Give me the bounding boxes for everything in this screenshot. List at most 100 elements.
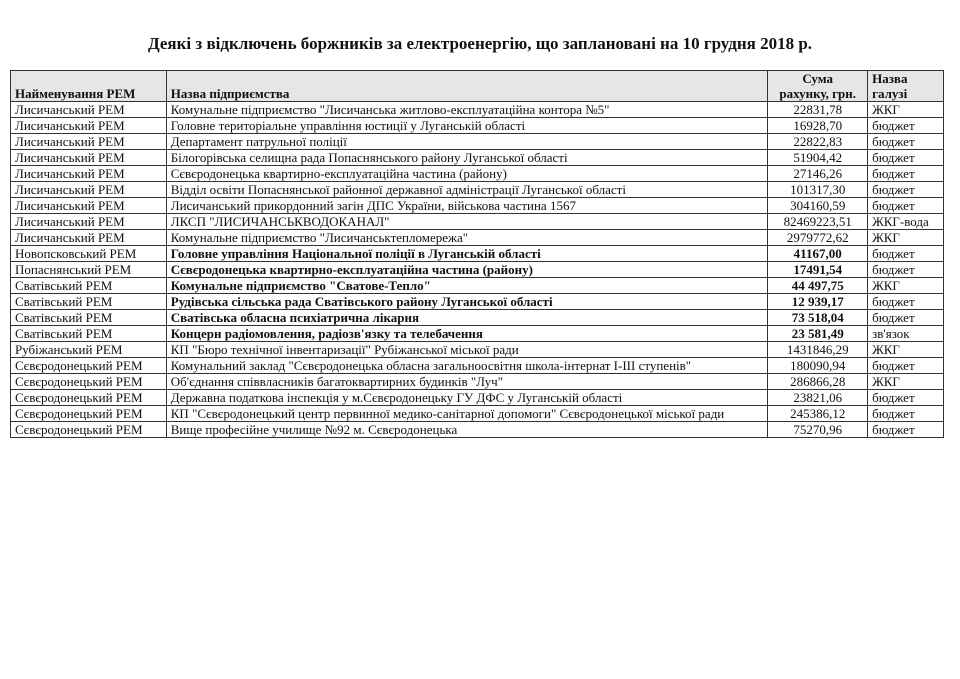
cell-rem: Лисичанський РЕМ [10,213,167,230]
cell-enterprise: Білогорівська селищна рада Попаснянськог… [165,149,769,166]
header-branch-line2: галузі [872,86,908,101]
cell-rem: Лисичанський РЕМ [10,133,167,150]
cell-rem: Лисичанський РЕМ [10,229,167,246]
table-row: Сєвєродонецький РЕМ Вище професійне учили… [10,421,944,438]
cell-enterprise: Комунальне підприємство "Лисичанська жит… [165,101,769,118]
cell-sum: 180090,94 [767,357,869,374]
table-row: Рубіжанський РЕМ КП "Бюро технічної інвен… [10,341,944,358]
cell-enterprise: Комунальне підприємство "Лисичанськтепло… [165,229,769,246]
cell-rem: Сватівський РЕМ [10,277,167,294]
cell-rem: Сватівський РЕМ [10,309,167,326]
cell-sum: 12 939,17 [767,293,869,310]
cell-enterprise: Вище професійне училище №92 м. Сєвєродон… [165,421,769,438]
cell-enterprise: Комунальний заклад "Сєвєродонецька облас… [165,357,769,374]
cell-sum: 23821,06 [767,389,869,406]
cell-sum: 304160,59 [767,197,869,214]
cell-enterprise: Комунальне підприємство "Сватове-Тепло" [165,277,769,294]
cell-sum: 23 581,49 [767,325,869,342]
cell-sum: 16928,70 [767,117,869,134]
cell-branch: зв'язок [867,325,944,342]
cell-enterprise: КП "Сєвєродонецький центр первинної меди… [165,405,769,422]
cell-enterprise: Державна податкова інспекція у м.Сєвєрод… [165,389,769,406]
cell-branch: бюджет [867,421,944,438]
header-sum: Сума рахунку, грн. [767,70,869,102]
table-row: Попаснянський РЕМ Сєвєродонецька квартирн… [10,261,944,278]
cell-branch: ЖКГ [867,341,944,358]
cell-branch: бюджет [867,149,944,166]
cell-sum: 41167,00 [767,245,869,262]
cell-rem: Новопсковський РЕМ [10,245,167,262]
cell-rem: Лисичанський РЕМ [10,101,167,118]
header-sum-line1: Сума [802,71,834,86]
cell-rem: Лисичанський РЕМ [10,197,167,214]
cell-enterprise: Сватівська обласна психіатрична лікарня [165,309,769,326]
cell-rem: Сватівський РЕМ [10,325,167,342]
cell-enterprise: Концерн радіомовлення, радіозв'язку та т… [165,325,769,342]
header-branch: Назва галузі [867,70,944,102]
cell-branch: бюджет [867,197,944,214]
cell-enterprise: Рудівська сільська рада Сватівського рай… [165,293,769,310]
cell-branch: бюджет [867,117,944,134]
header-rem: Найменування РЕМ [10,70,167,102]
cell-branch: бюджет [867,165,944,182]
cell-branch: ЖКГ [867,277,944,294]
cell-sum: 17491,54 [767,261,869,278]
cell-rem: Рубіжанський РЕМ [10,341,167,358]
cell-enterprise: Сєвєродонецька квартирно-експлуатаційна … [165,261,769,278]
cell-branch: бюджет [867,405,944,422]
cell-rem: Сєвєродонецький РЕМ [10,373,167,390]
cell-sum: 51904,42 [767,149,869,166]
cell-sum: 245386,12 [767,405,869,422]
cell-rem: Сватівський РЕМ [10,293,167,310]
cell-branch: бюджет [867,133,944,150]
cell-branch: бюджет [867,293,944,310]
table-row: Сватівський РЕМ Комунальне підприємство "… [10,277,944,294]
cell-enterprise: Лисичанський прикордонний загін ДПС Укра… [165,197,769,214]
cell-branch: бюджет [867,389,944,406]
table-row: Сєвєродонецький РЕМ Державна податкова ін… [10,389,944,406]
table-header-row: Найменування РЕМ Назва підприємства Сума… [10,70,944,102]
cell-branch: бюджет [867,357,944,374]
cell-sum: 2979772,62 [767,229,869,246]
cell-rem: Лисичанський РЕМ [10,149,167,166]
cell-enterprise: Головне територіальне управління юстиції… [165,117,769,134]
page-title: Деякі з відключень боржників за електрое… [147,34,813,53]
cell-branch: ЖКГ [867,373,944,390]
table-row: Лисичанський РЕМ Комунальне підприємство … [10,229,944,246]
cell-branch: ЖКГ-вода [867,213,944,230]
cell-sum: 101317,30 [767,181,869,198]
cell-branch: бюджет [867,181,944,198]
cell-enterprise: Об'єднання співвласників багатоквартирни… [165,373,769,390]
table-row: Сватівський РЕМ Рудівська сільська рада С… [10,293,944,310]
cell-enterprise: Головне управління Національної поліції … [165,245,769,262]
cell-rem: Попаснянський РЕМ [10,261,167,278]
header-sum-line2: рахунку, грн. [779,86,856,101]
table-row: Сватівський РЕМ Сватівська обласна психіа… [10,309,944,326]
cell-branch: бюджет [867,261,944,278]
table-row: Лисичанський РЕМ Білогорівська селищна ра… [10,149,944,166]
table-row: Лисичанський РЕМ ЛКСП "ЛИСИЧАНСЬКВОДОКАНА… [10,213,944,230]
cell-rem: Сєвєродонецький РЕМ [10,405,167,422]
table-row: Сєвєродонецький РЕМ КП "Сєвєродонецький ц… [10,405,944,422]
cell-rem: Сєвєродонецький РЕМ [10,421,167,438]
cell-sum: 22822,83 [767,133,869,150]
table-row: Лисичанський РЕМ Департамент патрульної п… [10,133,944,150]
cell-sum: 1431846,29 [767,341,869,358]
cell-branch: бюджет [867,245,944,262]
header-enterprise: Назва підприємства [165,70,769,102]
cell-enterprise: ЛКСП "ЛИСИЧАНСЬКВОДОКАНАЛ" [165,213,769,230]
cell-sum: 73 518,04 [767,309,869,326]
cell-enterprise: КП "Бюро технічної інвентаризації" Рубіж… [165,341,769,358]
cell-sum: 22831,78 [767,101,869,118]
cell-sum: 82469223,51 [767,213,869,230]
header-branch-line1: Назва [872,71,908,86]
table-row: Сєвєродонецький РЕМ Об'єднання співвласни… [10,373,944,390]
table-row: Новопсковський РЕМ Головне управління Нац… [10,245,944,262]
table-row: Лисичанський РЕМ Головне територіальне уп… [10,117,944,134]
cell-rem: Лисичанський РЕМ [10,181,167,198]
cell-sum: 27146,26 [767,165,869,182]
cell-rem: Сєвєродонецький РЕМ [10,389,167,406]
cell-sum: 44 497,75 [767,277,869,294]
debtors-table: Найменування РЕМ Назва підприємства Сума… [10,70,944,438]
table-row: Лисичанський РЕМ Сєвєродонецька квартирно… [10,165,944,182]
